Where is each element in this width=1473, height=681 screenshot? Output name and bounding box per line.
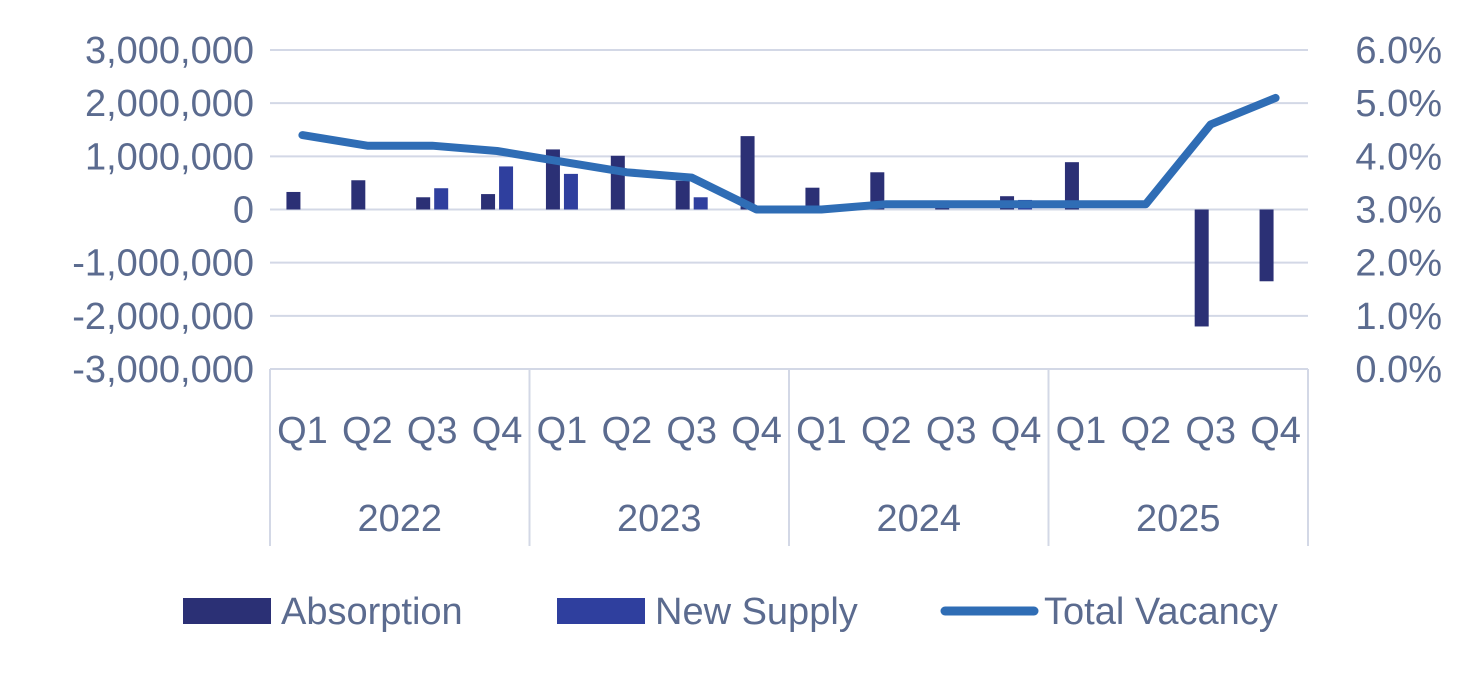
bar-absorption — [1194, 209, 1209, 327]
legend-label-absorption: Absorption — [281, 591, 463, 633]
x-tick-quarter: Q1 — [1056, 410, 1107, 452]
left-tick-label: 0 — [233, 190, 254, 232]
x-tick-quarter: Q3 — [1185, 410, 1236, 452]
bar-absorption — [416, 197, 431, 210]
right-tick-label: 0.0% — [1355, 349, 1442, 391]
x-tick-quarter: Q4 — [731, 410, 782, 452]
bar-absorption — [805, 187, 820, 210]
right-tick-label: 1.0% — [1355, 296, 1442, 338]
left-tick-label: 2,000,000 — [85, 83, 254, 125]
right-tick-label: 4.0% — [1355, 136, 1442, 178]
bar-new-supply — [434, 188, 449, 210]
left-tick-label: -3,000,000 — [72, 349, 254, 391]
bar-new-supply — [563, 173, 578, 210]
bar-absorption — [351, 180, 366, 210]
x-tick-quarter: Q4 — [472, 410, 523, 452]
bar-absorption — [1259, 209, 1274, 282]
legend-swatch-absorption — [183, 598, 271, 624]
bar-absorption — [1064, 162, 1079, 210]
bar-absorption — [675, 180, 690, 210]
x-tick-quarter: Q2 — [1120, 410, 1171, 452]
x-tick-quarter: Q2 — [601, 410, 652, 452]
left-tick-label: 1,000,000 — [85, 136, 254, 178]
x-tick-quarter: Q4 — [1250, 410, 1301, 452]
x-tick-year: 2025 — [1136, 498, 1221, 540]
left-tick-label: -2,000,000 — [72, 296, 254, 338]
right-tick-label: 5.0% — [1355, 83, 1442, 125]
x-tick-quarter: Q3 — [407, 410, 458, 452]
x-tick-quarter: Q1 — [537, 410, 588, 452]
right-tick-label: 6.0% — [1355, 30, 1442, 72]
x-tick-quarter: Q3 — [926, 410, 977, 452]
x-tick-quarter: Q3 — [666, 410, 717, 452]
x-tick-quarter: Q2 — [342, 410, 393, 452]
line-total-vacancy — [298, 93, 1280, 214]
x-tick-quarter: Q4 — [991, 410, 1042, 452]
x-tick-quarter: Q1 — [277, 410, 328, 452]
bar-absorption — [610, 155, 625, 210]
legend-swatch-new-supply — [557, 598, 645, 624]
bar-absorption — [740, 136, 755, 210]
x-tick-year: 2022 — [357, 498, 442, 540]
bar-absorption — [870, 172, 885, 210]
x-tick-quarter: Q1 — [796, 410, 847, 452]
left-tick-label: 3,000,000 — [85, 30, 254, 72]
right-tick-label: 2.0% — [1355, 243, 1442, 285]
legend-label-new-supply: New Supply — [655, 591, 858, 633]
x-tick-year: 2024 — [876, 498, 961, 540]
left-tick-label: -1,000,000 — [72, 243, 254, 285]
bar-absorption — [481, 194, 496, 210]
bar-absorption — [286, 191, 301, 210]
x-tick-quarter: Q2 — [861, 410, 912, 452]
x-axis: Q1 Q2 Q3 Q4 Q1 Q2 Q3 Q4 Q1 Q2 Q3 Q4 Q1 Q2 Q3 Q4 2022 2023… — [269, 369, 1309, 546]
x-tick-year: 2023 — [617, 498, 702, 540]
legend: Absorption New Supply Total Vacancy — [183, 591, 1278, 633]
bars — [286, 136, 1274, 327]
bar-new-supply — [693, 197, 708, 210]
bar-new-supply — [499, 166, 514, 210]
legend-label-total-vacancy: Total Vacancy — [1044, 591, 1278, 633]
right-axis: 6.0% 5.0% 4.0% 3.0% 2.0% 1.0% 0.0% — [1355, 30, 1442, 391]
left-axis: 3,000,000 2,000,000 1,000,000 0 -1,000,000 -2… — [72, 30, 254, 391]
vacancy-line-layer — [298, 93, 1280, 214]
right-tick-label: 3.0% — [1355, 190, 1442, 232]
